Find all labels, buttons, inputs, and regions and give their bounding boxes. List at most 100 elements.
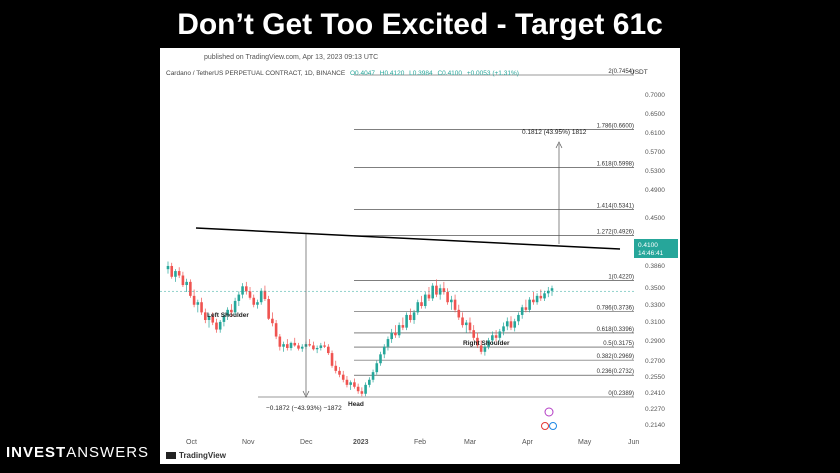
candle-body — [308, 344, 311, 346]
candle-body — [297, 345, 300, 349]
candle-body — [353, 382, 356, 387]
candle-body — [450, 299, 453, 303]
candle-body — [379, 354, 382, 364]
candle-body — [468, 322, 472, 331]
candle-body — [397, 325, 401, 336]
candle-body — [390, 332, 393, 340]
measure-down-arrow — [302, 390, 310, 398]
candle-body — [248, 291, 252, 298]
candle-body — [345, 379, 349, 385]
y-tick-label: 0.2270 — [645, 406, 665, 413]
candle-body — [170, 265, 174, 277]
candle-body — [192, 295, 196, 305]
current-price-label: 0.4100 — [638, 242, 658, 249]
y-tick-label: 0.2900 — [645, 338, 665, 345]
candle-body — [517, 314, 520, 322]
candle-body — [334, 365, 338, 371]
x-tick-label: Nov — [242, 439, 255, 446]
fib-label: 1.272(0.4926) — [597, 230, 634, 236]
candle-body — [394, 332, 397, 336]
y-tick-label: 0.2140 — [645, 422, 665, 429]
low-value: L0.3984 — [409, 70, 433, 77]
candle-body — [207, 316, 211, 321]
candle-body — [420, 302, 423, 307]
measure-up-label: 0.1812 (43.95%) 1812 — [522, 129, 587, 136]
currency-label: USDT — [630, 69, 648, 76]
fib-label: 1.786(0.6600) — [597, 123, 634, 129]
candle-body — [293, 342, 297, 346]
y-tick-label: 0.6500 — [645, 111, 665, 118]
tradingview-text: TradingView — [179, 451, 226, 460]
slide-title: Don’t Get Too Excited - Target 61c — [177, 8, 663, 41]
tradingview-logo[interactable]: TradingView — [166, 451, 226, 460]
y-tick-label: 0.5300 — [645, 168, 665, 175]
y-tick-label: 0.3100 — [645, 319, 665, 326]
y-tick-label: 0.6100 — [645, 130, 665, 137]
measure-up-arrow — [555, 141, 563, 149]
candle-body — [509, 321, 513, 328]
candle-body — [319, 345, 323, 348]
candle-body — [494, 335, 498, 338]
candle-body — [259, 290, 263, 303]
x-tick-label: May — [578, 439, 592, 446]
open-value: O0.4047 — [350, 70, 375, 77]
candle-body — [222, 315, 226, 322]
candle-body — [341, 374, 345, 380]
candle-body — [312, 345, 315, 350]
logo-bold: INVEST — [6, 444, 67, 461]
candle-body — [386, 339, 390, 347]
candle-body — [375, 363, 379, 373]
candle-body — [364, 384, 367, 394]
x-tick-label: Mar — [464, 439, 477, 446]
candle-body — [174, 271, 177, 277]
ohlc-readout: O0.4047 H0.4120 L0.3984 C0.4100 +0.0053 … — [350, 70, 522, 77]
candle-body — [274, 323, 278, 337]
measure-down-label: −0.1872 (−43.93%) −1872 — [266, 405, 342, 412]
x-tick-label: Oct — [186, 439, 197, 446]
candle-body — [535, 295, 539, 303]
candle-body — [416, 302, 420, 313]
fib-label: 0(0.2389) — [608, 391, 634, 397]
candle-body — [505, 321, 509, 327]
fib-label: 2(0.7454) — [608, 69, 634, 75]
candle-body — [539, 295, 543, 299]
x-tick-label: Dec — [300, 439, 313, 446]
candle-body — [286, 344, 289, 348]
neckline — [195, 227, 621, 250]
y-tick-label: 0.2410 — [645, 390, 665, 397]
candle-body — [532, 299, 535, 303]
candle-body — [442, 288, 446, 293]
candle-body — [215, 322, 218, 330]
candle-body — [487, 340, 490, 347]
candle-body — [427, 294, 431, 299]
logo-light: ANSWERS — [66, 444, 150, 461]
candle-body — [233, 300, 237, 313]
candle-body — [241, 286, 244, 295]
head-label: Head — [348, 401, 364, 408]
y-tick-label: 0.4900 — [645, 187, 665, 194]
candle-body — [368, 379, 371, 385]
candle-body — [218, 321, 222, 330]
candle-body — [230, 309, 233, 313]
tradingview-icon — [166, 452, 176, 460]
candle-body — [543, 293, 546, 299]
candle-body — [405, 314, 408, 328]
candle-body — [409, 314, 412, 321]
x-tick-label: Apr — [522, 439, 534, 446]
candle-body — [356, 386, 360, 392]
chart-panel: 0.7000 0.6500 0.6100 0.5700 0.5300 0.4900 0.45… — [160, 48, 680, 464]
candle-body — [476, 337, 479, 346]
price-chart[interactable]: 0.7000 0.6500 0.6100 0.5700 0.5300 0.4900 0.45… — [160, 48, 680, 464]
candle-body — [349, 382, 352, 385]
candle-body — [263, 290, 267, 300]
candle-body — [401, 325, 405, 328]
candle-body — [550, 288, 554, 291]
candle-body — [282, 344, 285, 347]
close-value: C0.4100 — [437, 70, 463, 77]
candle-body — [196, 302, 200, 305]
candle-body — [185, 281, 188, 286]
fib-label: 0.786(0.3736) — [597, 305, 634, 311]
candle-body — [483, 346, 487, 352]
fib-label: 0.236(0.2732) — [597, 369, 634, 375]
event-flag-icon — [541, 422, 549, 430]
